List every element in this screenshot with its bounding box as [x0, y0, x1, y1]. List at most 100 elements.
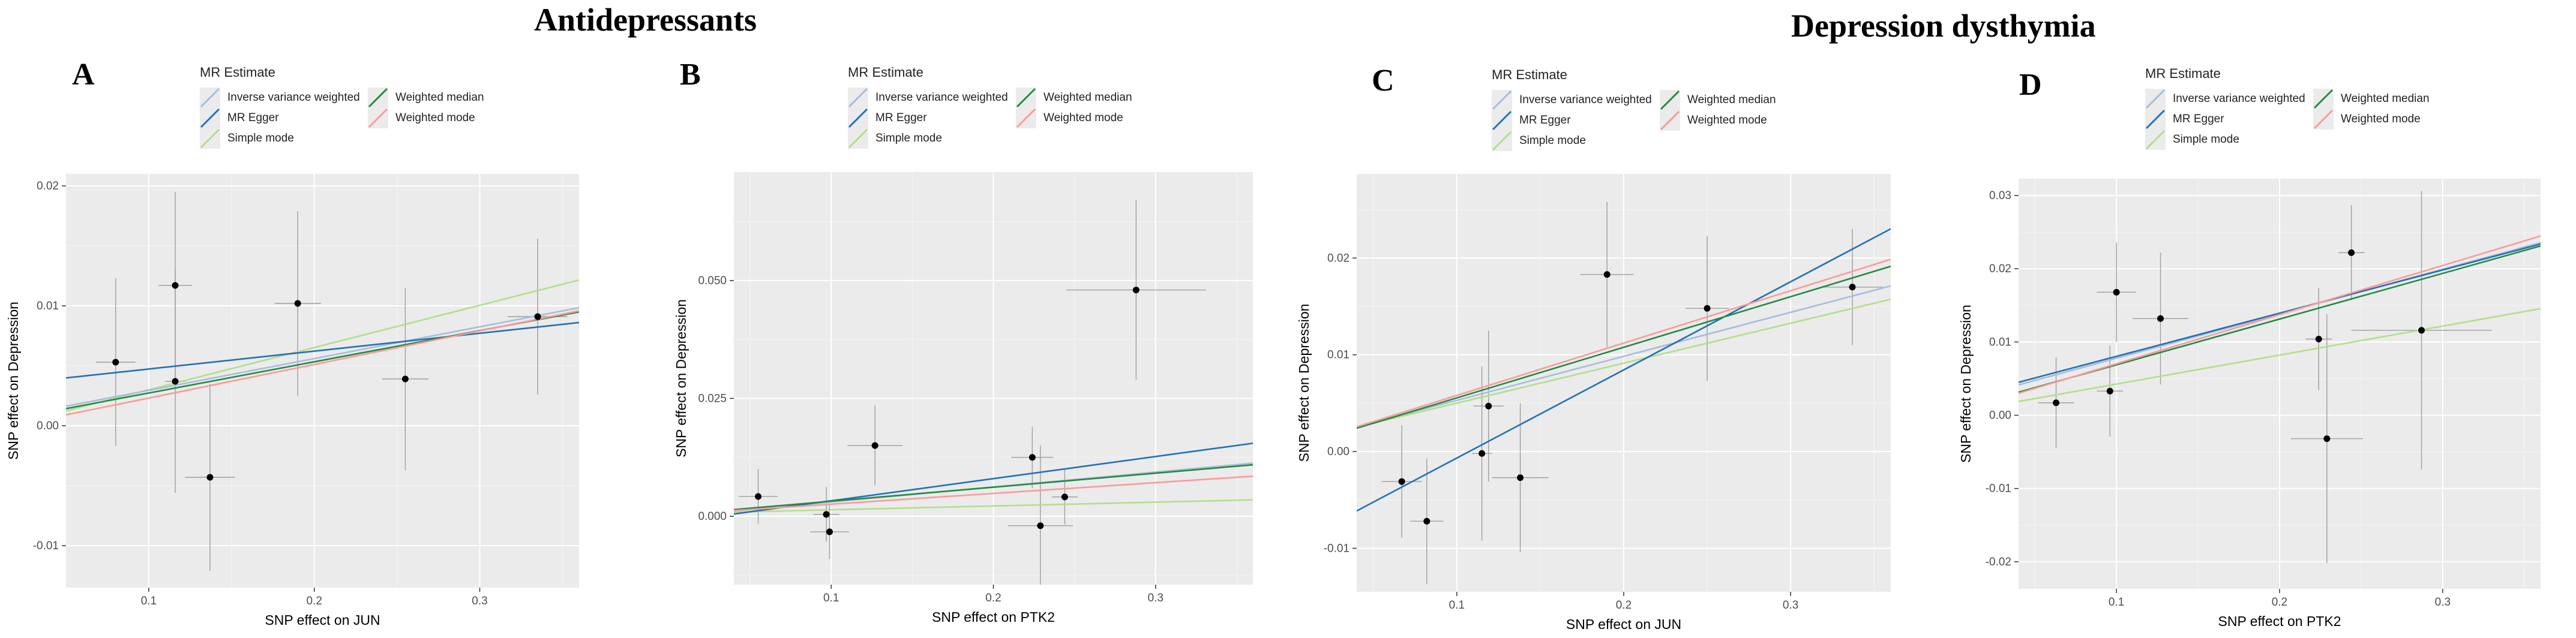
data-point — [1398, 478, 1405, 485]
legend-key-inverse-variance-weighted — [1492, 90, 1512, 110]
legend-label-weighted-mode: Weighted mode — [1043, 112, 1123, 124]
scatter-plot: 0.1 0.2 0.3 -0.02 -0.01 0.00 0.01 0.02 0.03 SNP e… — [1958, 179, 2541, 629]
x-axis-title: SNP effect on JUN — [265, 612, 380, 628]
legend-key-simple-mode — [2145, 130, 2166, 150]
data-point — [1485, 402, 1492, 410]
legend-label-inverse-variance-weighted: Inverse variance weighted — [2173, 92, 2305, 105]
data-point — [1849, 284, 1856, 291]
legend-line-simple-mode — [2145, 130, 2166, 150]
legend-line-weighted-median — [1660, 90, 1680, 110]
x-tick-label: 0.1 — [2109, 596, 2124, 609]
y-tick-label: -0.01 — [1986, 483, 2011, 495]
mr-line-mr-egger — [2019, 243, 2541, 383]
legend-line-mr-egger — [200, 108, 220, 128]
panel-letter: A — [72, 58, 95, 92]
legend-key-weighted-mode — [1016, 108, 1036, 128]
data-point — [112, 359, 119, 366]
panel-letter: D — [2019, 68, 2042, 102]
legend-line-inverse-variance-weighted — [2145, 89, 2166, 109]
legend-line-inverse-variance-weighted — [200, 88, 220, 108]
x-tick-label: 0.3 — [1783, 599, 1798, 612]
y-tick-label: 0.025 — [698, 392, 727, 405]
legend-line-weighted-median — [2313, 89, 2334, 109]
data-point — [823, 511, 830, 518]
legend-title: MR Estimate — [1492, 67, 1567, 82]
y-axis-title: SNP effect on Depression — [1296, 304, 1312, 462]
legend-line-simple-mode — [200, 128, 220, 149]
legend-label-mr-egger: MR Egger — [1519, 114, 1571, 127]
mr-line-weighted-mode — [66, 309, 579, 416]
mr-line-mr-egger — [1357, 228, 1891, 512]
mr-line-weighted-mode — [2019, 235, 2541, 395]
y-axis-title: SNP effect on Depression — [5, 302, 21, 460]
x-tick-label: 0.1 — [1449, 599, 1465, 612]
legend-label-weighted-median: Weighted median — [1043, 91, 1132, 104]
x-tick-label: 0.2 — [1616, 599, 1632, 612]
legend-title: MR Estimate — [848, 65, 923, 80]
data-point — [534, 313, 541, 320]
legend-key-mr-egger — [200, 108, 220, 128]
legend-label-weighted-median: Weighted median — [395, 91, 484, 104]
mr-line-inverse-variance-weighted — [1357, 285, 1891, 428]
legend-line-weighted-mode — [2313, 109, 2334, 130]
legend-key-weighted-mode — [1660, 110, 1680, 131]
data-point — [2113, 288, 2120, 296]
legend-label-mr-egger: MR Egger — [875, 112, 927, 124]
legend-key-simple-mode — [200, 128, 220, 149]
panel-b: B MR Estimate Inverse variance weighted … — [644, 0, 1288, 638]
legend-line-weighted-median — [1016, 88, 1036, 108]
data-point — [2106, 387, 2113, 395]
legend-key-inverse-variance-weighted — [200, 88, 220, 108]
scatter-plot: 0.1 0.2 0.3 -0.01 0.00 0.01 0.02 SNP effect on … — [5, 174, 579, 628]
section-title-antidepressants: Antidepressants — [534, 2, 757, 38]
mr-line-mr-egger — [66, 321, 579, 379]
mr-line-simple-mode — [734, 499, 1253, 513]
mr-line-weighted-median — [734, 464, 1253, 511]
legend-label-simple-mode: Simple mode — [875, 132, 942, 145]
legend-line-weighted-median — [368, 88, 388, 108]
data-point — [1061, 493, 1068, 501]
x-tick-label: 0.2 — [306, 595, 322, 607]
legend-line-weighted-mode — [1016, 108, 1036, 128]
plot-marks — [1357, 201, 1891, 585]
y-axis-title: SNP effect on Depression — [673, 299, 689, 458]
x-axis-title: SNP effect on PTK2 — [932, 609, 1055, 625]
y-tick-label: 0.00 — [1327, 446, 1350, 458]
legend-label-inverse-variance-weighted: Inverse variance weighted — [1519, 94, 1652, 106]
panel-letter: B — [680, 58, 701, 92]
data-point — [2315, 335, 2322, 342]
data-point — [1132, 287, 1139, 294]
data-point — [871, 442, 878, 449]
legend-key-inverse-variance-weighted — [848, 88, 868, 108]
x-tick-label: 0.3 — [472, 595, 487, 607]
data-point — [294, 300, 301, 307]
legend-key-mr-egger — [848, 108, 868, 128]
data-point — [2348, 249, 2355, 256]
plot-background — [66, 174, 579, 588]
y-tick-label: 0.02 — [1989, 263, 2011, 275]
data-point — [172, 282, 179, 289]
y-tick-label: 0.000 — [698, 510, 727, 523]
legend-key-weighted-mode — [2313, 109, 2334, 130]
x-axis-title: SNP effect on PTK2 — [2218, 613, 2341, 629]
y-tick-label: 0.01 — [1327, 349, 1350, 362]
data-point — [401, 375, 409, 383]
data-point — [1603, 271, 1611, 278]
data-point — [1423, 517, 1431, 525]
data-point — [755, 493, 762, 500]
plot-marks — [734, 200, 1253, 585]
legend-line-inverse-variance-weighted — [1492, 90, 1512, 110]
mr-line-simple-mode — [2019, 308, 2541, 402]
legend-label-inverse-variance-weighted: Inverse variance weighted — [875, 91, 1008, 104]
legend-label-simple-mode: Simple mode — [1519, 134, 1586, 147]
data-point — [2157, 315, 2164, 322]
y-tick-label: 0.00 — [37, 420, 59, 432]
legend-label-weighted-mode: Weighted mode — [1687, 114, 1767, 127]
mr-line-weighted-mode — [1357, 258, 1891, 428]
legend-line-simple-mode — [1492, 131, 1512, 151]
x-axis-title: SNP effect on JUN — [1566, 616, 1681, 632]
x-tick-label: 0.1 — [141, 595, 157, 607]
legend-key-weighted-median — [368, 88, 388, 108]
data-point — [2418, 327, 2425, 334]
data-point — [1028, 454, 1036, 461]
